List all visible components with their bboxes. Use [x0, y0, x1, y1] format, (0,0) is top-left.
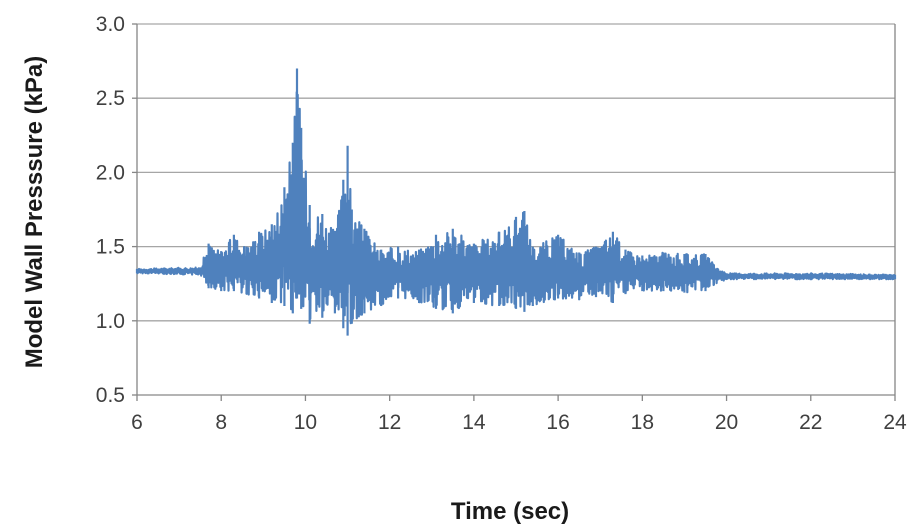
series-line-model-wall-pressure: [135, 68, 897, 336]
tick-labels: 0.5 1.0 1.5 2.0 2.5 3.0 6 8 10 12 14 16 18 20 22 24: [96, 13, 907, 434]
y-axis-title: Model Wall Presssure (kPa): [21, 56, 48, 369]
x-tick-label: 14: [462, 411, 486, 434]
y-tick-label: 0.5: [96, 384, 125, 407]
x-tick-label: 20: [715, 411, 738, 434]
x-tick-label: 8: [215, 411, 227, 434]
axes: [132, 23, 896, 401]
y-tick-label: 2.5: [96, 87, 125, 110]
x-axis-title: Time (sec): [451, 498, 569, 525]
x-tick-label: 24: [883, 411, 907, 434]
x-tick-label: 12: [378, 411, 401, 434]
series-area: [135, 68, 897, 336]
y-tick-label: 2.0: [96, 161, 125, 184]
y-tick-label: 3.0: [96, 13, 125, 36]
x-tick-label: 6: [131, 411, 143, 434]
y-tick-label: 1.0: [96, 310, 125, 333]
x-tick-label: 16: [546, 411, 569, 434]
y-tick-label: 1.5: [96, 236, 125, 259]
x-tick-label: 18: [631, 411, 654, 434]
x-tick-label: 22: [799, 411, 822, 434]
x-tick-label: 10: [294, 411, 317, 434]
